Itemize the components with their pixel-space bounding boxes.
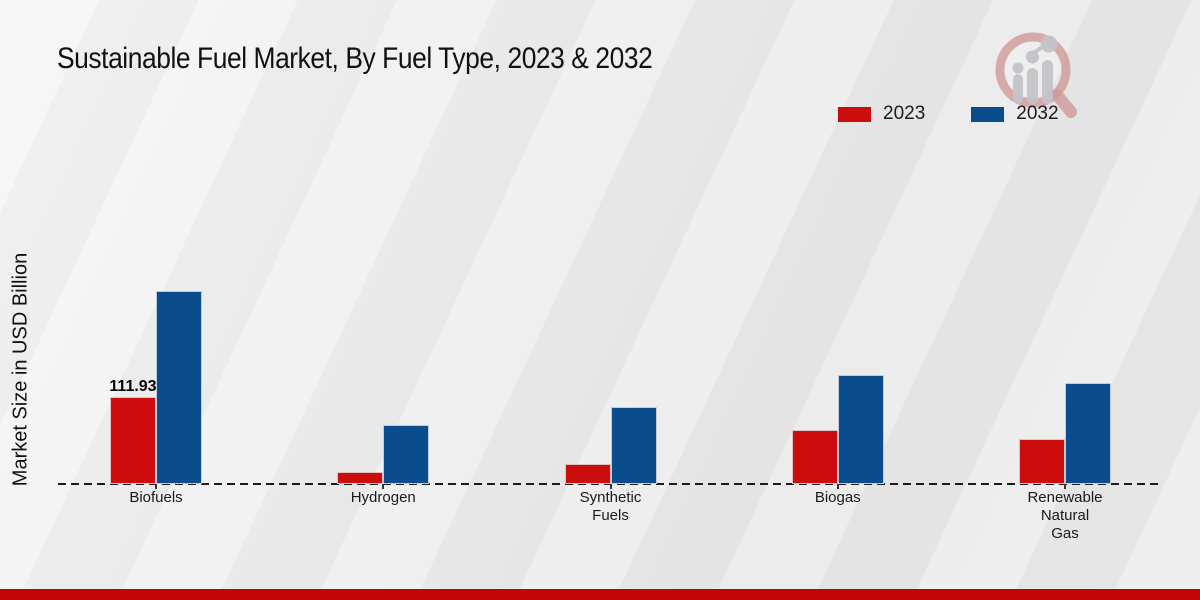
bar-2023-renewable-natural-gas <box>1019 439 1065 484</box>
footer-accent-bar <box>0 589 1200 600</box>
x-tick-label-synthetic-fuels: Synthetic Fuels <box>579 489 642 524</box>
x-tick-label-biofuels: Biofuels <box>129 489 183 506</box>
legend: 2023 2032 <box>838 103 1059 125</box>
bar-2032-hydrogen <box>383 425 430 484</box>
x-axis-tick <box>836 484 839 489</box>
bar-2032-biofuels <box>156 291 202 484</box>
x-axis-tick <box>155 484 157 489</box>
x-tick-label-renewable-natural-gas: Renewable Natural Gas <box>1027 489 1103 542</box>
chart-title: Sustainable Fuel Market, By Fuel Type, 2… <box>57 42 653 75</box>
bar-2023-biogas <box>791 430 838 484</box>
bar-2032-biogas <box>837 375 884 484</box>
legend-label: 2023 <box>883 103 926 124</box>
x-axis-tick <box>382 484 385 489</box>
legend-swatch-icon <box>971 106 1005 122</box>
x-axis-tick <box>1064 484 1066 489</box>
x-tick-label-biogas: Biogas <box>814 489 861 506</box>
x-axis-tick <box>609 484 612 489</box>
magnifier-bar-chart-logo-icon <box>995 32 1077 118</box>
bar-2023-biofuels <box>110 397 156 484</box>
legend-label: 2032 <box>1016 103 1059 124</box>
bar-2032-renewable-natural-gas <box>1065 383 1111 484</box>
bar-2032-synthetic-fuels <box>610 407 657 484</box>
legend-swatch-icon <box>838 106 871 122</box>
legend-item-2032: 2032 <box>971 103 1059 125</box>
bar-2023-hydrogen <box>337 472 384 484</box>
legend-item-2023: 2023 <box>838 103 925 125</box>
bar-2023-synthetic-fuels <box>564 464 611 484</box>
x-tick-label-hydrogen: Hydrogen <box>350 489 416 506</box>
bar-value-label: 111.93 <box>109 378 157 395</box>
